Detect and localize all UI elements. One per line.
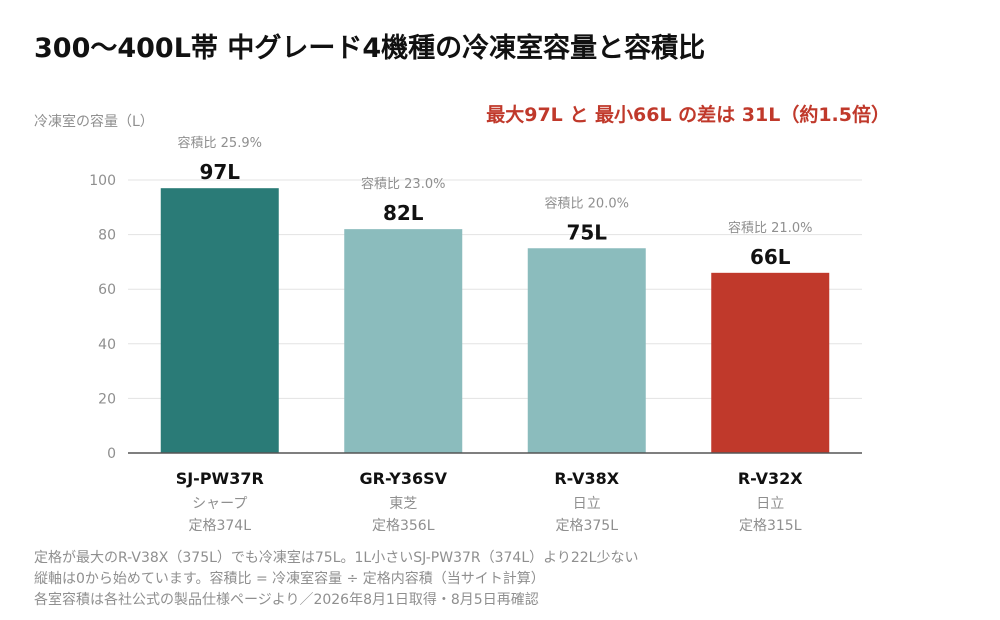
footnote: 各室容積は各社公式の製品仕様ページより／2026年8月1日取得・8月5日再確認: [34, 592, 539, 608]
x-tick-label: SJ-PW37R: [176, 469, 264, 488]
ratio-label: 容積比 25.9%: [178, 135, 262, 151]
maker-label: 日立: [573, 496, 601, 512]
y-tick-label: 100: [89, 173, 116, 189]
maker-label: シャープ: [192, 496, 247, 512]
bar: [711, 272, 830, 453]
value-label: 82L: [383, 201, 424, 225]
x-tick-label: GR-Y36SV: [360, 469, 448, 488]
y-axis-label: 冷凍室の容量（L）: [34, 114, 154, 130]
bar: [160, 188, 279, 453]
y-tick-label: 0: [107, 446, 116, 462]
x-tick-label: R-V38X: [554, 469, 619, 488]
capacity-label: 定格375L: [555, 518, 618, 534]
capacity-label: 定格315L: [739, 518, 802, 534]
maker-label: 東芝: [389, 496, 417, 512]
footnote: 縦軸は0から始めています。容積比 = 冷凍室容量 ÷ 定格内容積（当サイト計算）: [34, 571, 545, 587]
bar: [344, 229, 463, 453]
bar: [527, 248, 646, 453]
footnote: 定格が最大のR-V38X（375L）でも冷凍室は75L。1L小さいSJ-PW37…: [34, 550, 639, 566]
maker-label: 日立: [756, 496, 784, 512]
value-label: 97L: [199, 160, 240, 184]
ratio-label: 容積比 21.0%: [728, 220, 812, 236]
x-tick-label: R-V32X: [738, 469, 803, 488]
y-tick-label: 40: [98, 337, 116, 353]
ratio-label: 容積比 20.0%: [545, 195, 629, 211]
difference-callout: 最大97L と 最小66L の差は 31L（約1.5倍）: [486, 104, 890, 126]
ratio-label: 容積比 23.0%: [361, 176, 445, 192]
footnotes: 定格が最大のR-V38X（375L）でも冷凍室は75L。1L小さいSJ-PW37…: [34, 548, 638, 611]
capacity-label: 定格356L: [372, 518, 435, 534]
y-tick-label: 60: [98, 282, 116, 298]
chart-title: 300〜400L帯 中グレード4機種の冷凍室容量と容積比: [34, 33, 706, 64]
value-label: 75L: [566, 220, 607, 244]
y-tick-label: 20: [98, 391, 116, 407]
value-label: 66L: [750, 245, 791, 269]
capacity-label: 定格374L: [188, 518, 251, 534]
y-tick-label: 80: [98, 228, 116, 244]
